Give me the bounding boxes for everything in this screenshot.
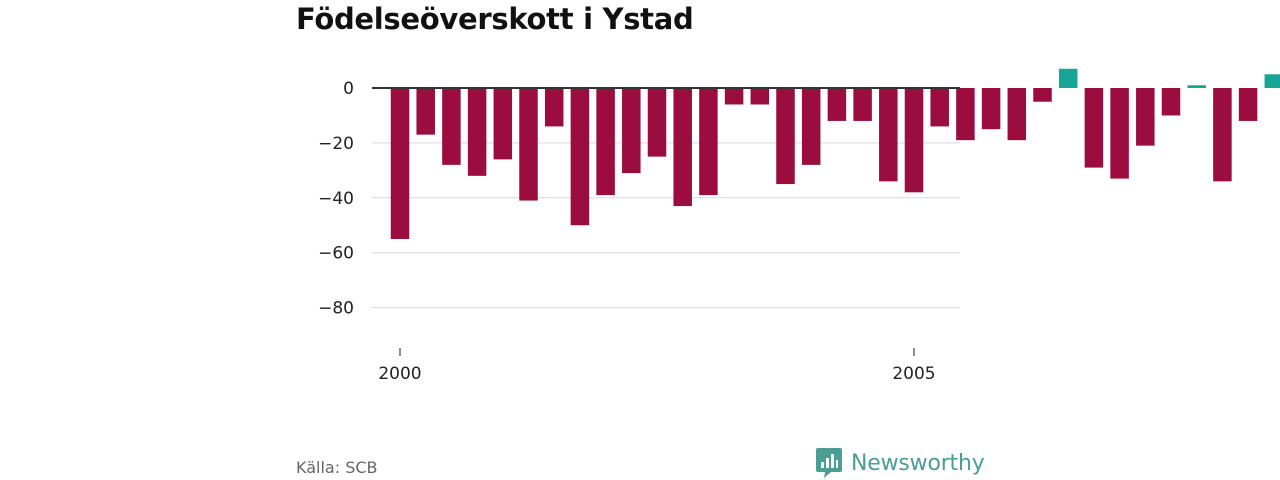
bars (390, 68, 1280, 239)
bar (570, 88, 590, 226)
brand-logo[interactable]: Newsworthy (815, 447, 985, 479)
bar (853, 88, 872, 121)
brand-name: Newsworthy (851, 450, 985, 476)
bar (1213, 88, 1232, 182)
bar (750, 88, 770, 105)
x-axis: 200020052010201520202025 (378, 348, 936, 384)
bar (544, 88, 564, 127)
bar (519, 88, 538, 201)
bar (596, 88, 615, 196)
y-tick-label: 0 (343, 79, 354, 99)
bar (1238, 88, 1258, 121)
y-tick-label: −80 (318, 299, 354, 319)
bar (904, 88, 924, 193)
bar (647, 88, 667, 157)
y-tick-label: −20 (318, 134, 354, 154)
bar (1007, 88, 1027, 141)
bar (776, 88, 795, 185)
x-tick-label: 2000 (378, 364, 421, 384)
bar (622, 88, 641, 174)
bar (827, 88, 847, 121)
bar (1084, 88, 1104, 168)
gridlines (372, 142, 960, 309)
bar (416, 88, 435, 135)
x-tick-label: 2005 (892, 364, 935, 384)
newsworthy-logo-icon (816, 448, 842, 478)
chart-title: Födelseöverskott i Ystad (296, 2, 694, 36)
bar (724, 88, 744, 105)
bar (1187, 85, 1206, 88)
bar (1110, 88, 1129, 179)
bar (467, 88, 487, 176)
bar (699, 88, 718, 196)
bar (801, 88, 821, 165)
bar (493, 88, 513, 160)
bar (1136, 88, 1155, 146)
bar (442, 88, 461, 165)
bar (879, 88, 898, 182)
bar (981, 88, 1001, 130)
source-note: Källa: SCB (296, 458, 378, 477)
bar (1058, 68, 1078, 88)
bar (390, 88, 410, 239)
bar (1264, 74, 1280, 89)
bar (930, 88, 949, 127)
y-tick-label: −40 (318, 189, 354, 209)
bar (673, 88, 692, 207)
bar (956, 88, 975, 141)
y-tick-label: −60 (318, 244, 354, 264)
bar (1161, 88, 1181, 116)
bar (1033, 88, 1052, 102)
y-axis: 0 −20 −40 −60 −80 (318, 79, 354, 319)
